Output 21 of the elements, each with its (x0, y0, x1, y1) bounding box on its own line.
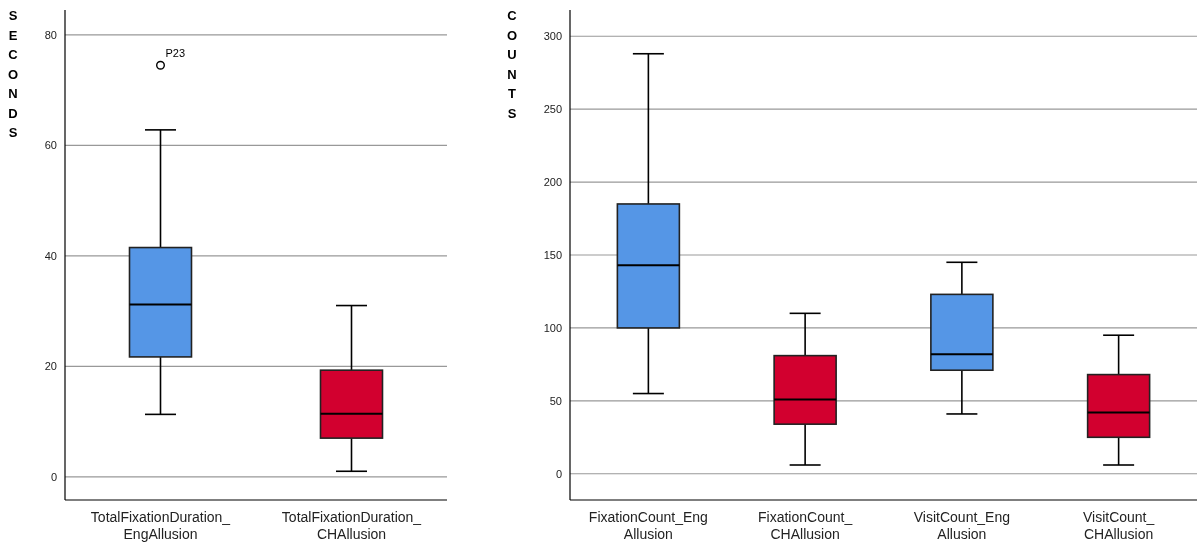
x-tick-label: VisitCount_CHAllusion (1082, 509, 1155, 542)
y-tick-label: 0 (555, 467, 562, 480)
annotation: P23 (165, 47, 186, 60)
y-tick-label: 0 (50, 470, 57, 483)
y-tick-label: 250 (543, 103, 562, 116)
y-tick-label: 80 (44, 28, 57, 41)
y-tick-label: 100 (543, 321, 562, 334)
x-tick-label: TotalFixationDuration_EngAllusion (90, 509, 231, 542)
x-tick-label: VisitCount_EngAllusion (913, 509, 1010, 542)
y-tick-label: 60 (44, 139, 57, 152)
y-axis-title: COUNTS (506, 8, 518, 121)
y-tick-label: 200 (543, 175, 562, 188)
x-tick-label: FixationCount_CHAllusion (758, 509, 853, 542)
x-tick-label: TotalFixationDuration_CHAllusion (281, 509, 422, 542)
x-tick-label: FixationCount_EngAllusion (588, 509, 708, 542)
y-tick-label: 20 (44, 360, 57, 373)
y-tick-label: 50 (549, 394, 562, 407)
y-tick-label: 40 (44, 249, 57, 262)
y-tick-label: 300 (543, 30, 562, 43)
y-axis-title: SECONDS (7, 8, 19, 140)
y-tick-label: 150 (543, 248, 562, 261)
